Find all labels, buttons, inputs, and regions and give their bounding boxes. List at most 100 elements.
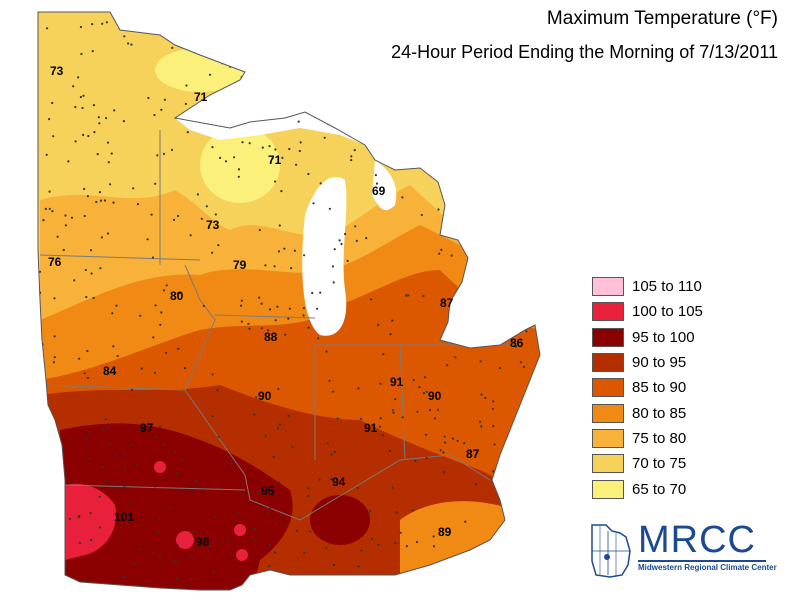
station-dot: [105, 479, 108, 482]
station-dot: [322, 118, 325, 121]
value-label: 79: [233, 258, 247, 272]
station-dot: [174, 561, 177, 564]
station-dot: [492, 470, 495, 473]
station-dot: [369, 509, 372, 512]
station-dot: [53, 297, 56, 300]
station-dot: [499, 366, 502, 370]
station-dot: [127, 42, 130, 45]
station-dot: [168, 506, 171, 509]
lake-huron-bay: [372, 160, 397, 211]
station-dot: [307, 487, 310, 490]
station-dot: [520, 73, 523, 76]
station-dot: [316, 307, 319, 310]
value-label: 71: [194, 90, 208, 104]
station-dot: [84, 437, 87, 440]
station-dot: [248, 142, 251, 145]
station-dot: [312, 202, 315, 205]
station-dot: [133, 563, 136, 566]
logo-wordmark: MRCC: [638, 519, 756, 561]
station-dot: [387, 26, 390, 29]
station-dot: [532, 22, 536, 25]
station-dot: [98, 495, 101, 498]
station-dot: [45, 153, 48, 156]
station-dot: [84, 268, 87, 272]
value-label: 89: [438, 525, 452, 539]
station-dot: [432, 545, 436, 548]
station-dot: [484, 396, 487, 400]
station-dot: [467, 301, 470, 304]
station-dot: [298, 149, 301, 153]
value-label: 87: [440, 296, 454, 310]
station-dot: [248, 20, 251, 23]
station-dot: [115, 454, 118, 457]
station-dot: [391, 486, 394, 489]
station-dot: [429, 159, 432, 162]
station-dot: [70, 216, 74, 219]
station-dot: [147, 96, 150, 100]
station-dot: [151, 256, 155, 259]
band-100-105-ks: [65, 483, 116, 560]
station-dot: [248, 79, 251, 82]
station-dot: [83, 372, 86, 375]
station-dot: [46, 27, 49, 30]
station-dot: [194, 539, 197, 543]
station-dot: [357, 387, 360, 390]
station-dot: [85, 295, 88, 299]
station-dot: [247, 322, 250, 325]
station-dot: [379, 417, 382, 420]
station-dot: [355, 239, 358, 242]
station-dot: [91, 23, 94, 26]
station-dot: [328, 207, 331, 210]
station-dot: [377, 110, 380, 113]
station-dot: [483, 210, 486, 213]
station-dot: [381, 434, 384, 437]
station-dot: [217, 435, 220, 438]
station-dot: [319, 182, 322, 185]
station-dot: [374, 103, 378, 107]
station-dot: [79, 95, 82, 99]
station-dot: [42, 400, 45, 403]
station-dot: [338, 239, 341, 242]
station-dot: [105, 117, 108, 120]
station-dot: [281, 73, 284, 76]
station-dot: [253, 413, 256, 416]
station-dot: [92, 296, 95, 300]
station-dot: [98, 122, 101, 125]
station-dot: [98, 191, 101, 194]
station-dot: [240, 299, 243, 302]
station-dot: [440, 248, 443, 251]
legend-label: 80 to 85: [632, 404, 687, 422]
station-dot: [280, 190, 283, 193]
lake-superior-shore: [175, 112, 365, 145]
station-dot: [72, 85, 75, 88]
station-dot: [267, 511, 270, 514]
station-dot: [100, 236, 103, 239]
station-dot: [237, 168, 241, 171]
station-dot: [253, 538, 256, 541]
station-dot: [69, 436, 72, 439]
station-dot: [121, 14, 124, 17]
station-dot: [493, 443, 496, 446]
value-label: 69: [372, 184, 386, 198]
station-dot: [139, 548, 142, 551]
station-dot: [227, 539, 230, 542]
station-dot: [260, 114, 263, 117]
station-dot: [105, 426, 109, 429]
station-dot: [269, 507, 272, 510]
station-dot: [483, 279, 486, 282]
station-dot: [415, 540, 418, 544]
station-dot: [360, 549, 363, 552]
station-dot: [228, 98, 231, 101]
legend-swatch: [592, 302, 624, 322]
station-dot: [87, 430, 91, 434]
station-dot: [346, 49, 349, 53]
station-dot: [344, 81, 347, 84]
station-dot: [130, 43, 133, 46]
station-dot: [109, 183, 112, 186]
station-dot: [419, 132, 422, 136]
station-dot: [200, 217, 203, 220]
station-dot: [334, 15, 337, 19]
station-dot: [504, 144, 507, 147]
station-dot: [479, 360, 482, 363]
station-dot: [78, 541, 81, 545]
